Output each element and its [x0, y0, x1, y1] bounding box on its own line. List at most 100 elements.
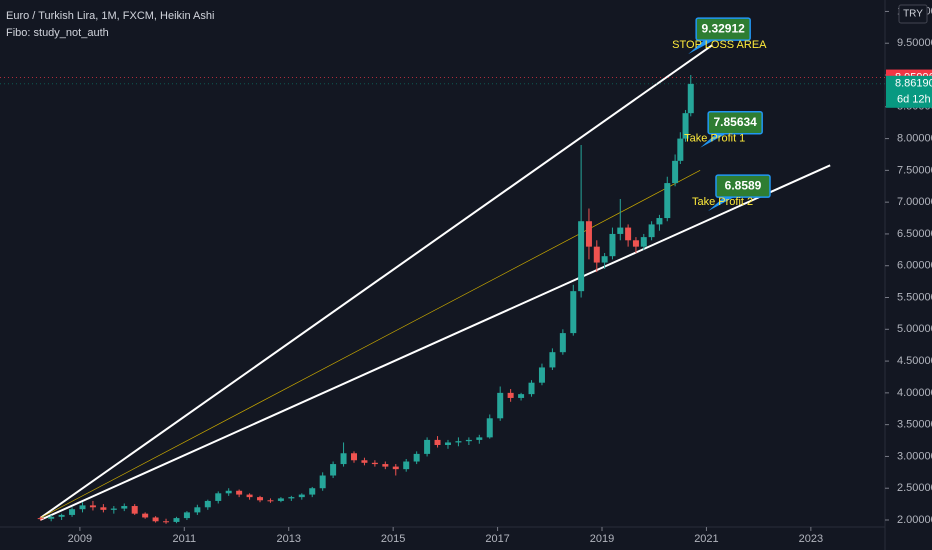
y-tick-label: 3.50000 [897, 419, 932, 431]
candle-body [298, 494, 305, 498]
candle-body [528, 382, 535, 395]
candle-body [518, 394, 525, 398]
candle-body [277, 498, 284, 501]
y-tick-label: 6.50000 [897, 228, 932, 240]
x-tick-label: 2015 [381, 533, 405, 545]
annotation-label: STOP LOSS AREA [672, 39, 767, 51]
callout-box [695, 17, 751, 41]
candle-body [578, 221, 585, 292]
y-tick-label: 5.50000 [897, 291, 932, 303]
candle-body [257, 497, 264, 501]
candle-body [403, 461, 410, 470]
y-tick-label: 9.50000 [897, 37, 932, 49]
candle-body [194, 507, 201, 513]
candle-body [549, 352, 556, 368]
candle-body [497, 392, 504, 419]
indicator-label: Fibo: study_not_auth [6, 27, 109, 39]
candle-body [632, 240, 639, 247]
candle-body [434, 439, 441, 445]
candle-body [507, 392, 514, 398]
candle-body [687, 83, 694, 114]
candle-body [288, 497, 295, 499]
candle-body [640, 237, 647, 247]
candle-body [204, 500, 211, 508]
currency-box [898, 4, 928, 24]
last-price-label: 8.86190 [895, 78, 932, 90]
candle-body [351, 453, 357, 461]
candle-body [48, 516, 55, 519]
candle-body [340, 453, 347, 465]
callout-pointer [708, 197, 734, 212]
annotation-label: Take Profit 1 [684, 133, 745, 145]
x-tick-label: 2011 [172, 533, 196, 545]
y-tick-label: 7.00000 [897, 196, 932, 208]
candle-body [309, 488, 316, 495]
x-tick-label: 2017 [485, 533, 509, 545]
candle-body [455, 441, 462, 443]
candle-body [538, 367, 545, 383]
candle-body [142, 513, 149, 518]
candle-body [424, 439, 431, 454]
y-tick-label: 5.00000 [897, 323, 932, 335]
candle-body [37, 518, 44, 520]
candle-body [371, 462, 378, 465]
candle-body [236, 490, 243, 495]
candle-body [79, 505, 86, 510]
candle-body [444, 442, 451, 445]
y-tick-label: 8.00000 [897, 132, 932, 144]
annotation-label: Take Profit 2 [692, 196, 753, 208]
x-tick-label: 2019 [590, 533, 614, 545]
candle-body [677, 138, 684, 161]
candle-body [593, 246, 600, 263]
callout-pointer [700, 133, 727, 148]
candle-body [486, 418, 493, 438]
candle-body [215, 493, 222, 501]
candle-body [465, 439, 472, 442]
y-tick-label: 4.00000 [897, 387, 932, 399]
candle-body [682, 113, 689, 139]
candle-body [69, 509, 76, 515]
candle-body [570, 291, 577, 334]
callout-value: 6.8589 [725, 178, 762, 192]
callout-value: 7.85634 [713, 115, 757, 129]
x-tick-label: 2009 [68, 533, 92, 545]
candle-body [382, 464, 389, 467]
y-tick-label: 3.00000 [897, 450, 932, 462]
candle-body [413, 453, 420, 462]
currency-label: TRY [903, 9, 923, 20]
candle-body [121, 506, 128, 509]
countdown-label: 6d 12h [897, 94, 931, 106]
callout-box [715, 174, 771, 198]
candle-body [89, 505, 96, 508]
x-tick-label: 2023 [799, 533, 823, 545]
candle-body [361, 460, 368, 463]
candle-body [246, 494, 253, 498]
y-tick-label: 7.50000 [897, 164, 932, 176]
candle-body [152, 517, 159, 522]
y-tick-label: 2.50000 [897, 482, 932, 494]
candle-body [183, 512, 190, 519]
candle-body [100, 507, 107, 510]
trend-line [39, 164, 831, 521]
candle-body [330, 464, 337, 476]
candle-body [173, 518, 180, 522]
candle-body [225, 490, 232, 494]
candle-body [625, 227, 632, 241]
candle-body [609, 233, 616, 257]
y-tick-label: 4.50000 [897, 355, 932, 367]
trend-line [39, 44, 713, 519]
candle-body [664, 183, 671, 219]
chart-title: Euro / Turkish Lira, 1M, FXCM, Heikin As… [6, 10, 214, 22]
candle-body [58, 514, 65, 517]
candle-body [131, 506, 138, 514]
candle-body [267, 500, 274, 502]
candle-body [392, 466, 399, 470]
candle-body [617, 227, 624, 234]
callout-pointer [688, 40, 715, 55]
callout-value: 9.32912 [701, 21, 745, 35]
x-tick-label: 2021 [694, 533, 718, 545]
last-price-tag [886, 75, 932, 108]
